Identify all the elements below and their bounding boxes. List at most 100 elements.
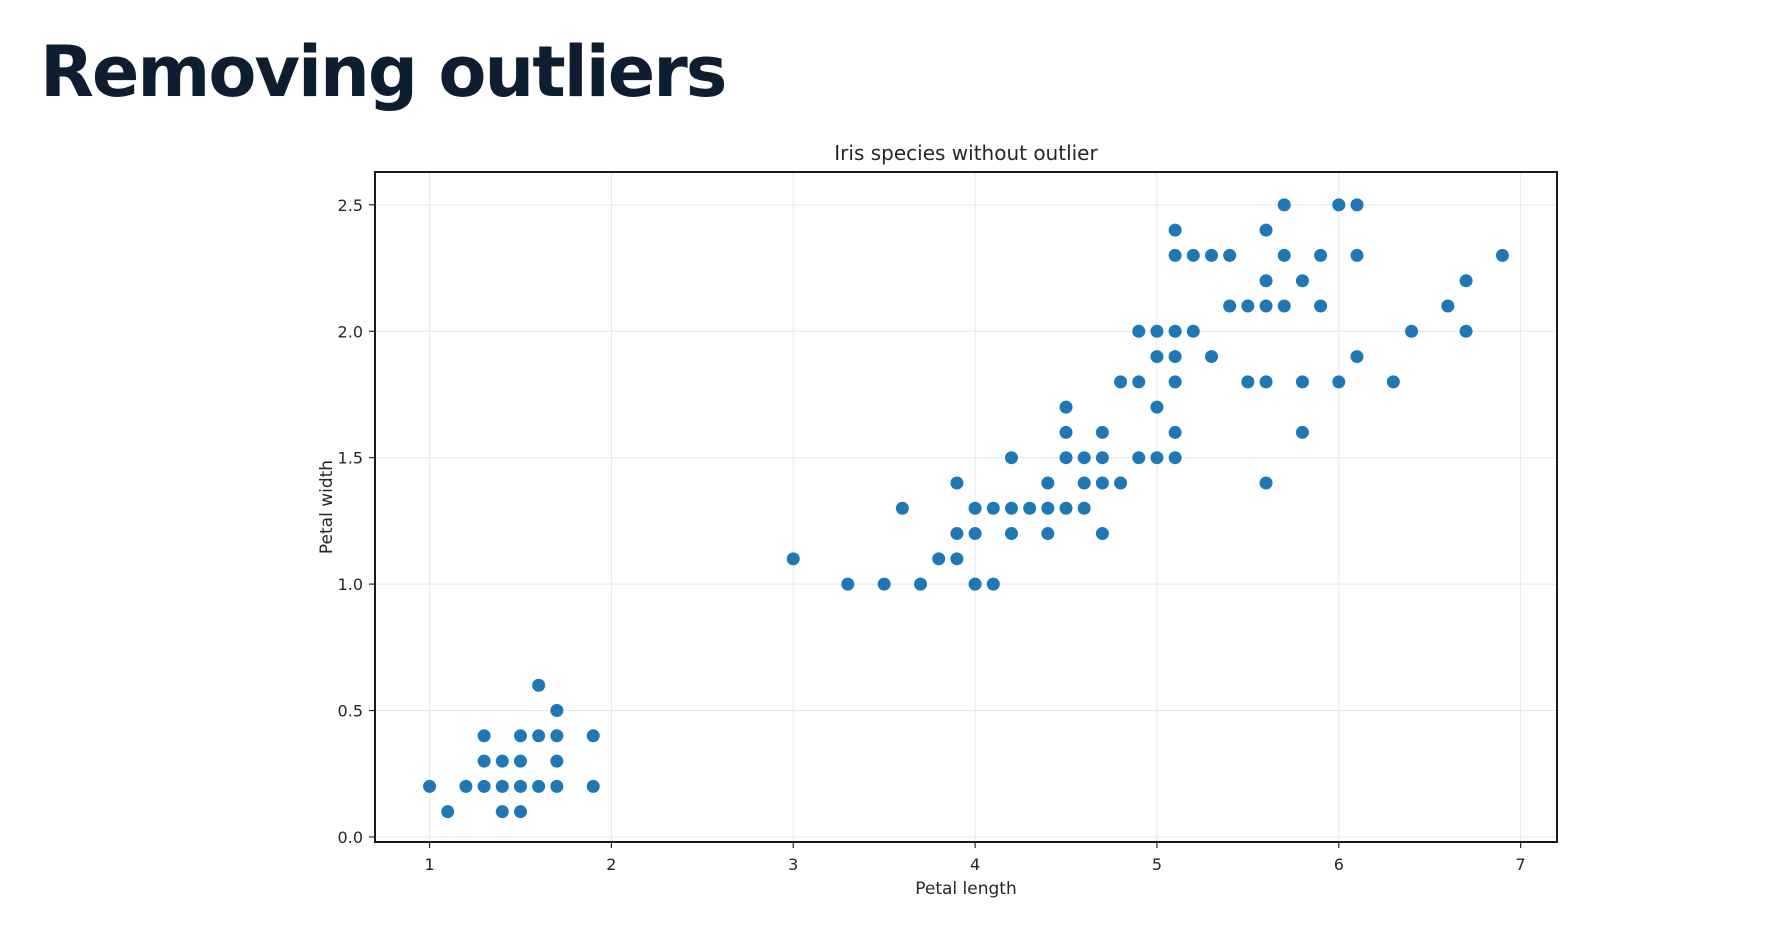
- data-point: [1350, 248, 1364, 262]
- x-tick-label: 6: [1334, 855, 1344, 874]
- data-point: [1405, 324, 1419, 338]
- data-point: [1259, 299, 1273, 313]
- axis-ticks: 1 2 3 4 5 6 7 0.0 0.5 1.0 1.5 2.0 2.5: [338, 196, 1526, 874]
- data-point: [1023, 501, 1037, 515]
- data-point: [1186, 324, 1200, 338]
- data-point: [1168, 248, 1182, 262]
- data-point: [1095, 527, 1109, 541]
- data-point: [513, 754, 527, 768]
- data-point: [441, 805, 455, 819]
- data-point: [1314, 248, 1328, 262]
- data-point: [877, 577, 891, 591]
- data-point: [586, 779, 600, 793]
- data-point: [1332, 375, 1346, 389]
- data-point: [550, 779, 564, 793]
- data-point: [477, 729, 491, 743]
- data-point: [786, 552, 800, 566]
- data-point: [1004, 501, 1018, 515]
- data-point: [495, 805, 509, 819]
- data-point: [495, 754, 509, 768]
- x-axis-label: Petal length: [915, 879, 1017, 899]
- data-point: [477, 779, 491, 793]
- data-point: [1059, 400, 1073, 414]
- data-point: [532, 729, 546, 743]
- data-point: [1150, 400, 1164, 414]
- y-tick-label: 0.5: [338, 702, 363, 721]
- chart-title: Iris species without outlier: [834, 141, 1098, 165]
- data-point: [1041, 501, 1055, 515]
- data-point: [1459, 274, 1473, 288]
- data-point: [1259, 274, 1273, 288]
- data-point: [1150, 350, 1164, 364]
- data-point: [532, 779, 546, 793]
- data-point: [968, 577, 982, 591]
- data-point: [1223, 299, 1237, 313]
- data-point: [1095, 425, 1109, 439]
- x-tick-label: 5: [1152, 855, 1162, 874]
- data-point: [1114, 375, 1128, 389]
- data-point: [1132, 451, 1146, 465]
- data-point: [1495, 248, 1509, 262]
- y-tick-label: 2.5: [338, 196, 363, 215]
- data-point: [1168, 375, 1182, 389]
- data-point: [513, 729, 527, 743]
- data-point: [1295, 375, 1309, 389]
- data-point: [1168, 223, 1182, 237]
- y-axis-label: Petal width: [317, 460, 337, 554]
- data-point: [895, 501, 909, 515]
- data-point: [1314, 299, 1328, 313]
- data-point: [1150, 324, 1164, 338]
- data-point: [1059, 501, 1073, 515]
- data-point: [586, 729, 600, 743]
- data-point: [513, 779, 527, 793]
- data-point: [1277, 248, 1291, 262]
- data-point: [986, 501, 1000, 515]
- plot-area-frame: [374, 171, 1558, 843]
- data-point: [1041, 476, 1055, 490]
- data-point: [532, 678, 546, 692]
- data-point: [1132, 375, 1146, 389]
- data-point: [1077, 476, 1091, 490]
- data-point: [550, 704, 564, 718]
- data-point: [932, 552, 946, 566]
- data-point: [1150, 451, 1164, 465]
- data-point: [1059, 425, 1073, 439]
- data-point: [1132, 324, 1146, 338]
- data-point: [1168, 425, 1182, 439]
- data-point: [841, 577, 855, 591]
- grid: [375, 172, 1557, 842]
- data-point: [950, 552, 964, 566]
- data-point: [550, 729, 564, 743]
- data-point: [1241, 299, 1255, 313]
- data-point: [1332, 198, 1346, 212]
- data-point: [1004, 451, 1018, 465]
- data-point: [1350, 350, 1364, 364]
- data-point: [1004, 527, 1018, 541]
- data-point: [1459, 324, 1473, 338]
- data-point: [1059, 451, 1073, 465]
- data-point: [950, 527, 964, 541]
- data-point: [1168, 451, 1182, 465]
- data-point: [1095, 476, 1109, 490]
- y-tick-label: 1.5: [338, 449, 363, 468]
- data-point: [1295, 425, 1309, 439]
- data-point: [968, 501, 982, 515]
- data-point: [1277, 198, 1291, 212]
- data-point: [1077, 501, 1091, 515]
- data-point: [423, 779, 437, 793]
- data-point: [550, 754, 564, 768]
- data-point: [1186, 248, 1200, 262]
- data-point: [1259, 375, 1273, 389]
- data-point: [459, 779, 473, 793]
- data-point: [495, 779, 509, 793]
- data-point: [1350, 198, 1364, 212]
- data-point: [968, 527, 982, 541]
- data-point: [1386, 375, 1400, 389]
- slide-title: Removing outliers: [40, 31, 727, 113]
- y-tick-label: 0.0: [338, 828, 363, 847]
- data-point: [513, 805, 527, 819]
- data-point: [1441, 299, 1455, 313]
- y-tick-label: 1.0: [338, 575, 363, 594]
- data-point: [1041, 527, 1055, 541]
